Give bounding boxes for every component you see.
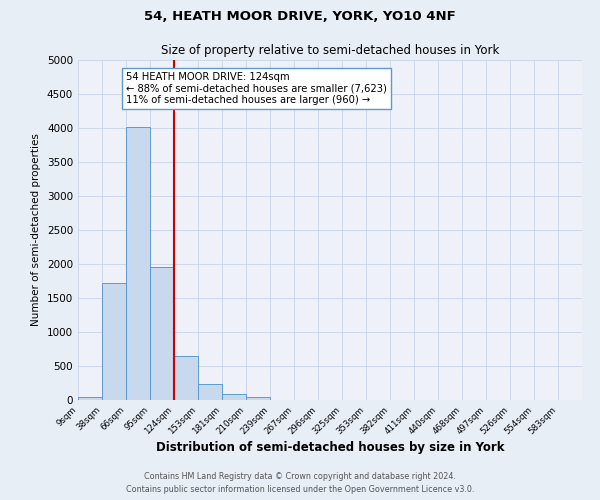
Bar xyxy=(222,394,246,400)
Title: Size of property relative to semi-detached houses in York: Size of property relative to semi-detach… xyxy=(161,44,499,58)
Y-axis label: Number of semi-detached properties: Number of semi-detached properties xyxy=(31,134,41,326)
Text: 54, HEATH MOOR DRIVE, YORK, YO10 4NF: 54, HEATH MOOR DRIVE, YORK, YO10 4NF xyxy=(144,10,456,23)
Bar xyxy=(102,283,126,400)
Text: 54 HEATH MOOR DRIVE: 124sqm
← 88% of semi-detached houses are smaller (7,623)
11: 54 HEATH MOOR DRIVE: 124sqm ← 88% of sem… xyxy=(126,72,387,106)
Text: Contains HM Land Registry data © Crown copyright and database right 2024.
Contai: Contains HM Land Registry data © Crown c… xyxy=(126,472,474,494)
Bar xyxy=(126,126,150,400)
Bar xyxy=(198,384,222,400)
Bar xyxy=(150,268,174,400)
Bar xyxy=(246,396,270,400)
Bar xyxy=(174,356,198,400)
X-axis label: Distribution of semi-detached houses by size in York: Distribution of semi-detached houses by … xyxy=(156,442,504,454)
Bar xyxy=(78,396,102,400)
